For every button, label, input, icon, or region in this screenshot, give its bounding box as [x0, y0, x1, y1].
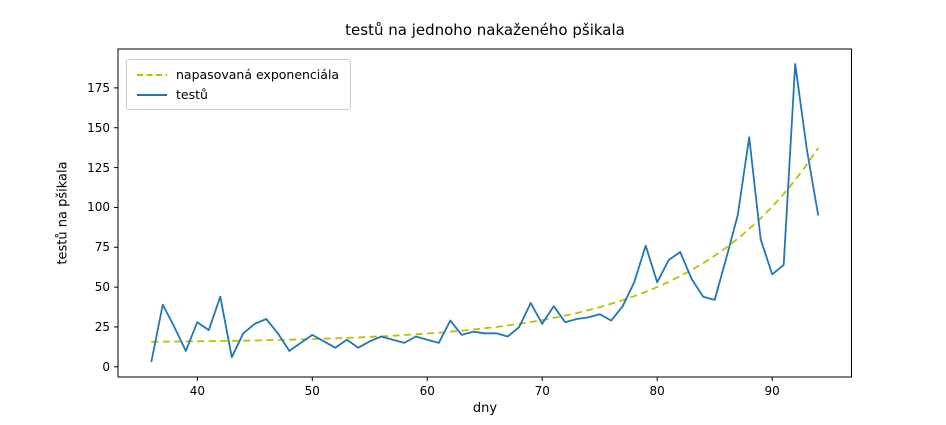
y-tick-label: 150: [87, 120, 110, 135]
x-tick-label: 60: [419, 384, 435, 398]
x-tick-label: 80: [649, 384, 665, 398]
axes-spines: [117, 48, 852, 378]
legend-item-testu: testů: [136, 87, 339, 102]
legend-solid-line-icon: [137, 93, 167, 96]
x-tick-label: 90: [764, 384, 780, 398]
testu-line: [150, 63, 820, 363]
y-tick-label: 100: [87, 200, 110, 215]
legend-dashed-line-icon: [137, 73, 167, 76]
chart-title: testů na jednoho nakaženého pšikala: [345, 21, 625, 39]
x-tick-label: 50: [304, 384, 320, 398]
y-tick-label: 125: [87, 160, 110, 175]
y-tick-label: 25: [94, 319, 110, 334]
legend-item-fit: napasovaná exponenciála: [136, 67, 339, 82]
x-axis-label: dny: [472, 401, 498, 416]
y-tick-label: 175: [87, 80, 110, 95]
y-tick-label: 50: [94, 280, 110, 295]
x-tick-label: 70: [534, 384, 550, 398]
legend: napasovaná exponenciála testů: [126, 59, 352, 110]
y-tick-label: 75: [94, 240, 110, 255]
fit-line: [151, 147, 819, 343]
legend-item-label: testů: [176, 87, 208, 102]
x-tick-label: 40: [189, 384, 205, 398]
legend-item-label: napasovaná exponenciála: [176, 67, 340, 82]
y-tick-label: 0: [102, 359, 110, 374]
